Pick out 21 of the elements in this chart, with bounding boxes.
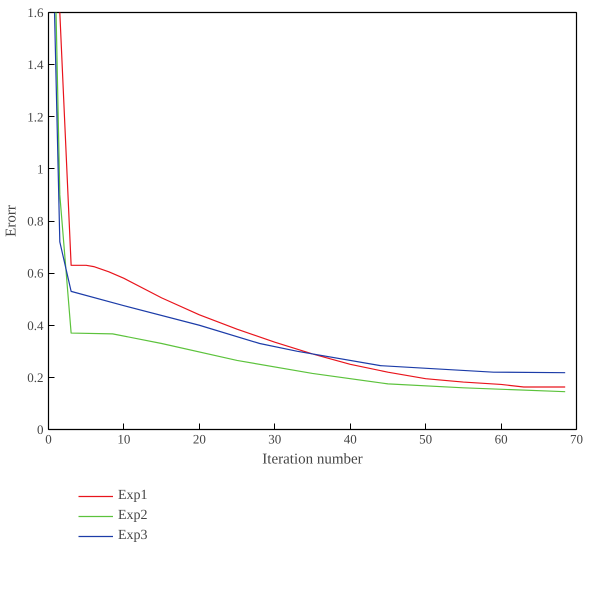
y-tick-label: 0.8: [27, 214, 44, 228]
x-tick-label: 60: [494, 432, 508, 446]
legend-label: Exp1: [118, 487, 148, 505]
x-tick-label: 10: [117, 432, 130, 446]
x-tick-label: 20: [192, 432, 206, 446]
y-axis-title: Erorr: [3, 205, 20, 237]
x-tick-label: 50: [419, 432, 432, 446]
y-tick-label: 1.2: [27, 109, 44, 124]
y-tick-label: 0.4: [27, 318, 44, 333]
legend-label: Exp2: [118, 507, 148, 525]
y-tick-label: 1.4: [27, 57, 44, 72]
y-tick-label: 0.6: [27, 266, 44, 281]
x-tick-label: 70: [570, 432, 583, 446]
y-tick-label: 0: [37, 422, 44, 437]
y-tick-label: 0.2: [27, 370, 44, 385]
y-tick-label: 1.6: [27, 5, 44, 20]
x-axis-title: Iteration number: [262, 452, 363, 468]
x-tick-label: 40: [344, 432, 357, 446]
x-tick-label: 30: [268, 432, 282, 446]
legend-label: Exp3: [118, 527, 148, 545]
y-tick-label: 1: [37, 161, 44, 176]
